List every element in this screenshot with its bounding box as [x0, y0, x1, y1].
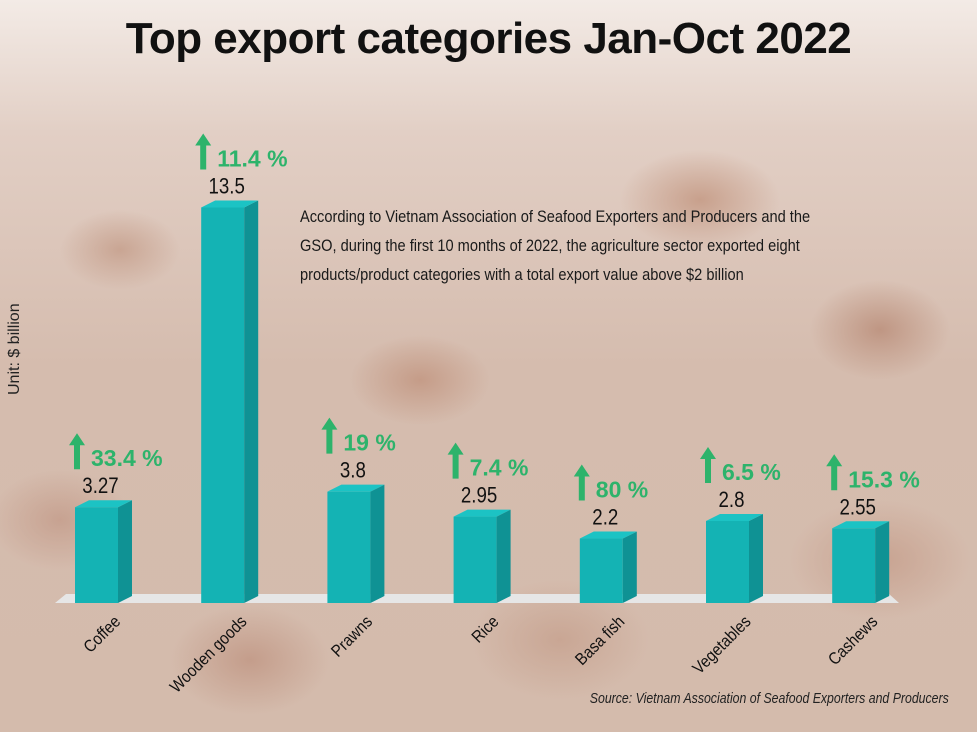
value-label: 3.27	[82, 475, 118, 499]
arrow-up-icon	[573, 464, 590, 501]
growth-label: 6.5 %	[722, 459, 781, 485]
bar	[75, 507, 118, 603]
bar-top	[453, 509, 511, 517]
bar-top	[706, 513, 763, 521]
growth-label: 80 %	[596, 477, 648, 503]
bar-side	[875, 521, 890, 603]
value-label: 2.2	[592, 506, 618, 530]
bar-top	[832, 521, 890, 529]
growth-label: 19 %	[343, 430, 395, 456]
arrow-up-icon	[321, 417, 338, 454]
bar-top	[327, 484, 385, 492]
chart-title: Top export categories Jan-Oct 2022	[125, 14, 852, 63]
bar-side	[496, 509, 511, 603]
bar-side	[118, 500, 132, 603]
bar	[453, 516, 497, 603]
bar-top	[201, 200, 259, 208]
chart-note: According to Vietnam Association of Seaf…	[300, 207, 811, 284]
bar-top	[75, 500, 132, 508]
value-label: 3.8	[340, 459, 366, 483]
bar-side	[749, 513, 763, 603]
value-label: 2.95	[461, 484, 497, 508]
bar	[201, 207, 245, 603]
bar-side	[244, 200, 259, 603]
bar	[327, 491, 371, 603]
arrow-up-icon	[195, 133, 212, 170]
growth-label: 7.4 %	[470, 455, 529, 481]
value-label: 2.55	[840, 496, 876, 520]
growth-label: 33.4 %	[91, 445, 163, 471]
arrow-up-icon	[700, 446, 716, 483]
bar-side	[622, 531, 637, 603]
bar	[579, 538, 623, 603]
bar	[706, 520, 749, 603]
bar-side	[370, 484, 385, 603]
arrow-up-icon	[447, 442, 464, 479]
bar	[832, 528, 876, 603]
value-label: 13.5	[209, 175, 245, 199]
growth-label: 15.3 %	[848, 466, 920, 492]
arrow-up-icon	[69, 433, 85, 470]
arrow-up-icon	[826, 454, 843, 491]
growth-label: 11.4 %	[217, 145, 287, 171]
bar-top	[579, 531, 637, 539]
source-note: Source: Vietnam Association of Seafood E…	[590, 690, 949, 707]
value-label: 2.8	[719, 489, 745, 513]
